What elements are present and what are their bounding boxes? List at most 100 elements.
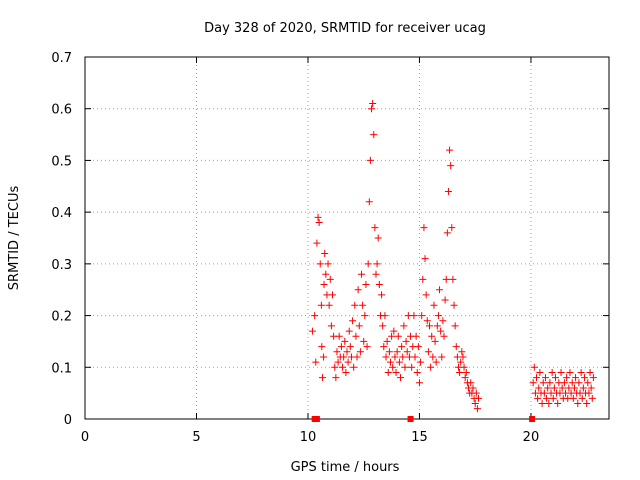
data-point-plus xyxy=(439,317,447,325)
data-point-plus xyxy=(359,301,367,309)
data-point-plus xyxy=(450,301,458,309)
data-point-plus xyxy=(318,374,326,382)
data-point-plus xyxy=(534,394,542,402)
y-tick-label: 0.1 xyxy=(51,361,72,376)
y-tick-label: 0.3 xyxy=(51,258,72,273)
data-point-plus xyxy=(539,379,547,387)
data-point-plus xyxy=(401,363,409,371)
data-point-plus xyxy=(324,260,332,268)
data-point-plus xyxy=(346,343,354,351)
data-point-plus xyxy=(350,363,358,371)
data-point-plus xyxy=(414,343,422,351)
data-point-plus xyxy=(354,286,362,294)
y-tick-label: 0.6 xyxy=(51,103,72,118)
data-point-plus xyxy=(427,363,435,371)
grid-lines xyxy=(85,57,609,419)
data-point-plus xyxy=(400,322,408,330)
data-point-plus xyxy=(430,301,438,309)
data-point-plus xyxy=(456,368,464,376)
data-point-plus xyxy=(448,224,456,232)
data-point-plus xyxy=(314,213,322,221)
data-point-plus xyxy=(316,260,324,268)
data-point-plus xyxy=(462,368,470,376)
data-point-plus xyxy=(441,296,449,304)
data-point-plus xyxy=(417,358,425,366)
y-tick-label: 0 xyxy=(64,413,72,428)
data-point-plus xyxy=(386,358,394,366)
data-point-plus xyxy=(473,405,481,413)
data-point-plus xyxy=(412,332,420,340)
data-point-plus xyxy=(381,312,389,320)
data-point-plus xyxy=(378,291,386,299)
data-point-plus xyxy=(374,234,382,242)
data-point-plus xyxy=(393,348,401,356)
data-point-plus xyxy=(583,399,591,407)
data-point-plus xyxy=(391,353,399,361)
data-point-plus xyxy=(467,379,475,387)
data-point-plus xyxy=(584,379,592,387)
data-point-plus xyxy=(560,379,568,387)
data-point-plus xyxy=(469,384,477,392)
data-point-plus xyxy=(443,229,451,237)
y-axis-label: SRMTID / TECUs xyxy=(7,186,22,291)
data-point-plus xyxy=(548,368,556,376)
data-point-plus xyxy=(371,224,379,232)
x-tick-label: 10 xyxy=(300,430,317,445)
data-point-plus xyxy=(335,332,343,340)
data-point-plus xyxy=(578,394,586,402)
data-point-plus xyxy=(329,291,337,299)
data-point-plus xyxy=(342,368,350,376)
data-point-plus xyxy=(389,363,397,371)
data-point-plus xyxy=(458,348,466,356)
data-point-plus xyxy=(320,353,328,361)
data-point-plus xyxy=(533,374,541,382)
data-point-plus xyxy=(322,270,330,278)
data-point-plus xyxy=(384,368,392,376)
data-point-plus xyxy=(341,337,349,345)
data-point-plus xyxy=(383,337,391,345)
data-point-plus xyxy=(337,343,345,351)
data-point-plus xyxy=(544,384,552,392)
data-point-plus xyxy=(585,389,593,397)
data-point-plus xyxy=(432,358,440,366)
data-point-plus xyxy=(308,327,316,335)
data-point-plus xyxy=(413,368,421,376)
data-point-plus xyxy=(574,399,582,407)
data-point-plus xyxy=(472,389,480,397)
data-point-plus xyxy=(422,291,430,299)
data-point-plus xyxy=(419,275,427,283)
data-point-plus xyxy=(418,312,426,320)
data-point-plus xyxy=(421,255,429,263)
data-point-plus xyxy=(460,363,468,371)
data-point-plus xyxy=(340,353,348,361)
data-point-plus xyxy=(349,317,357,325)
data-point-plus xyxy=(372,270,380,278)
data-point-plus xyxy=(415,379,423,387)
data-point-plus xyxy=(357,270,365,278)
data-point-plus xyxy=(411,353,419,361)
data-point-plus xyxy=(315,218,323,226)
data-point-plus xyxy=(361,312,369,320)
data-point-plus xyxy=(475,394,483,402)
data-point-plus xyxy=(575,379,583,387)
data-point-plus xyxy=(398,343,406,351)
data-point-plus xyxy=(540,389,548,397)
data-point-plus xyxy=(444,187,452,195)
data-point-plus xyxy=(568,379,576,387)
data-point-plus xyxy=(403,348,411,356)
data-point-plus xyxy=(459,353,467,361)
data-point-plus xyxy=(431,337,439,345)
data-point-plus xyxy=(543,394,551,402)
data-point-plus xyxy=(457,358,465,366)
data-point-plus xyxy=(437,327,445,335)
data-point-plus xyxy=(317,301,325,309)
data-point-plus xyxy=(586,368,594,376)
y-tick-label: 0.7 xyxy=(51,51,72,66)
data-point-plus xyxy=(572,374,580,382)
data-point-plus xyxy=(538,399,546,407)
data-point-plus xyxy=(397,374,405,382)
data-point-plus xyxy=(375,281,383,289)
data-point-plus xyxy=(369,100,377,108)
